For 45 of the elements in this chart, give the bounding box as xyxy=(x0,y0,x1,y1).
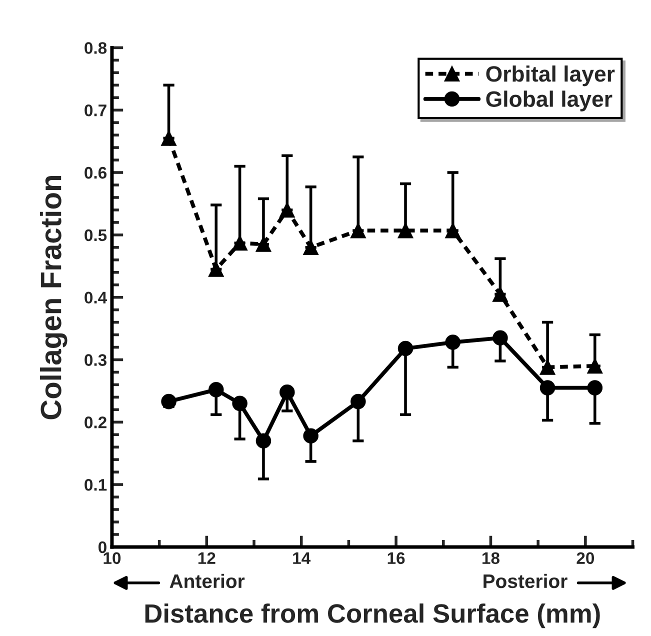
point xyxy=(398,222,414,238)
y-tick-label: 0.2 xyxy=(84,416,106,428)
y-tick-label: 0.3 xyxy=(84,354,107,366)
point xyxy=(303,428,318,444)
x-tick-label: 20 xyxy=(576,552,594,564)
point xyxy=(445,334,460,350)
point xyxy=(232,235,248,251)
point xyxy=(208,382,224,398)
x-tick-label: 18 xyxy=(482,552,500,564)
y-tick-label: 0.6 xyxy=(84,166,107,179)
legend-label: Global layer xyxy=(486,90,612,112)
y-tick-label: 0.7 xyxy=(84,104,106,116)
point xyxy=(161,130,176,146)
x-tick-label: 16 xyxy=(388,552,405,564)
point xyxy=(540,360,556,375)
y-tick-label: 0.5 xyxy=(84,229,107,242)
point xyxy=(256,236,272,252)
point xyxy=(398,340,414,356)
point xyxy=(540,380,556,396)
point xyxy=(208,262,224,277)
y-tick-label: 0.1 xyxy=(84,478,107,491)
point xyxy=(492,330,508,346)
x-tick-label: 12 xyxy=(198,552,216,564)
point xyxy=(350,222,366,238)
point xyxy=(492,286,508,302)
text: Posterior xyxy=(484,574,568,588)
y-axis-title: Collagen Fraction xyxy=(40,176,68,420)
y-tick-label: 0.8 xyxy=(84,42,107,54)
point xyxy=(280,202,295,218)
point xyxy=(587,380,603,396)
y-tick-label: 0 xyxy=(98,541,106,554)
point xyxy=(161,394,176,410)
legend-label: Orbital layer xyxy=(486,65,615,86)
point xyxy=(350,394,366,410)
point xyxy=(445,222,460,238)
point xyxy=(280,384,295,400)
point xyxy=(256,433,272,449)
x-tick-label: 10 xyxy=(104,552,121,564)
text: Anterior xyxy=(170,574,245,588)
point xyxy=(232,396,248,412)
y-tick-label: 0.4 xyxy=(84,292,108,304)
point xyxy=(587,358,603,374)
point xyxy=(303,240,318,256)
x-tick-label: 14 xyxy=(293,552,311,564)
x-axis-title: Distance from Corneal Surface (mm) xyxy=(145,603,600,628)
